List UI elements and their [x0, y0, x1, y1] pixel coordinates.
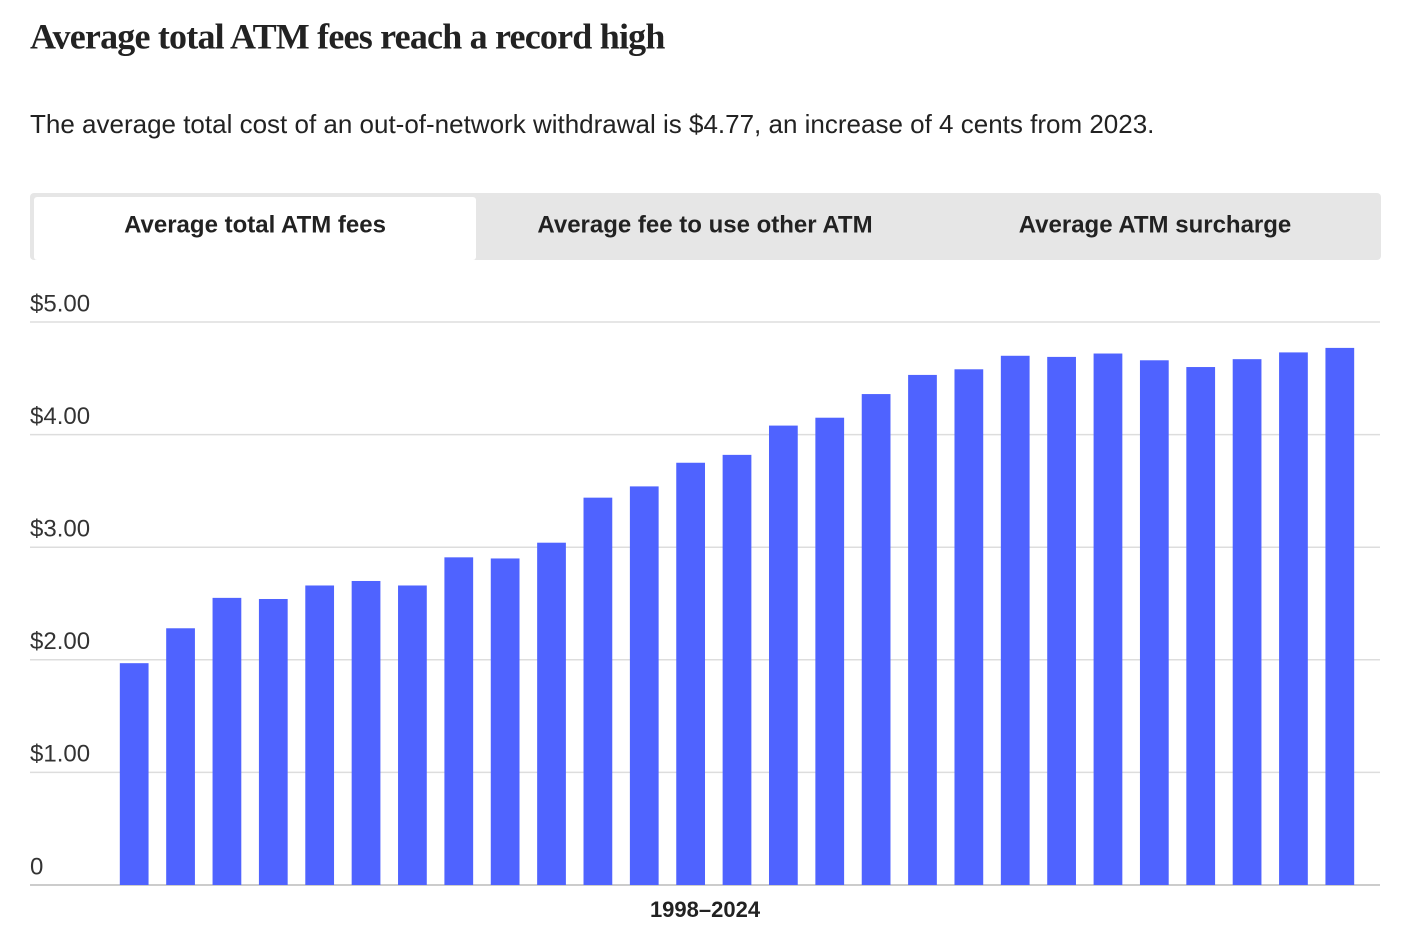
tab[interactable]: Average ATM surcharge	[1019, 211, 1292, 238]
y-tick-label: $2.00	[30, 628, 90, 655]
bar	[119, 663, 149, 885]
chart-subtitle: The average total cost of an out-of-netw…	[30, 109, 1154, 139]
bar	[1325, 347, 1355, 885]
bar	[908, 374, 937, 885]
bar	[212, 597, 242, 885]
x-axis-label: 1998–2024	[650, 897, 761, 922]
bar	[351, 580, 381, 885]
bar	[444, 557, 474, 885]
chart-title: Average total ATM fees reach a record hi…	[30, 16, 665, 56]
bar	[768, 425, 798, 885]
y-tick-label: $1.00	[30, 741, 90, 768]
y-tick-label: $4.00	[30, 403, 90, 430]
bar	[537, 542, 566, 885]
bar	[1139, 360, 1169, 885]
bar	[1000, 355, 1030, 885]
bar	[815, 417, 845, 885]
tab[interactable]: Average fee to use other ATM	[537, 211, 872, 238]
bar	[258, 598, 288, 885]
bar	[1186, 367, 1216, 885]
bar	[722, 454, 752, 885]
bar	[1279, 352, 1308, 886]
bar	[583, 497, 613, 885]
bar	[398, 585, 427, 885]
y-tick-label: $5.00	[30, 290, 90, 317]
tab[interactable]: Average total ATM fees	[124, 211, 386, 238]
bar	[1093, 353, 1123, 885]
bar	[305, 585, 335, 885]
y-tick-label: $3.00	[30, 516, 90, 543]
bar	[954, 369, 984, 885]
y-tick-label: 0	[30, 853, 43, 880]
bar	[676, 462, 706, 885]
bar	[490, 558, 520, 885]
bar	[166, 628, 195, 885]
bar	[861, 394, 891, 885]
bar	[629, 486, 659, 885]
active-tab[interactable]	[34, 197, 476, 260]
bar	[1232, 359, 1262, 886]
bar	[1047, 356, 1076, 885]
